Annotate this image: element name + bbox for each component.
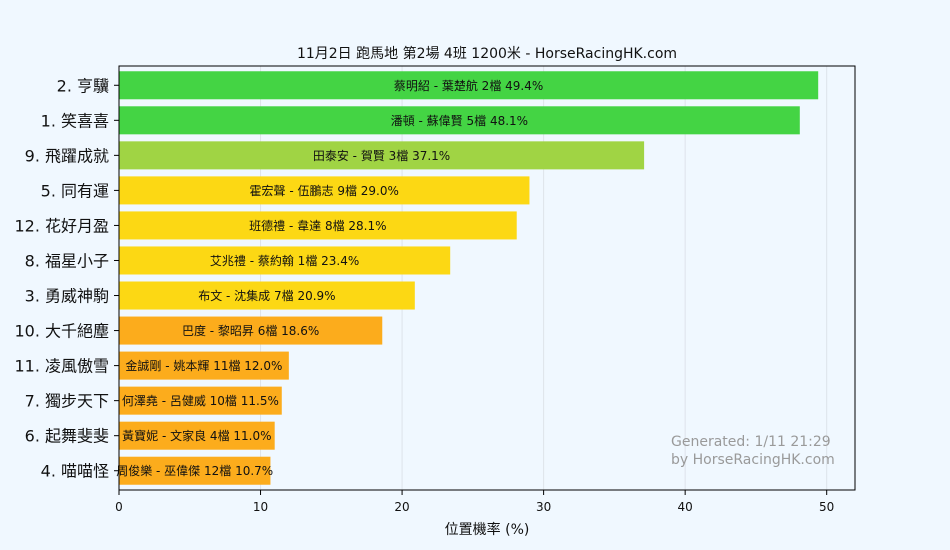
x-tick-label: 40	[678, 500, 693, 514]
generated-annotation: Generated: 1/11 21:29	[671, 434, 831, 450]
bar-label: 巴度 - 黎昭昇 6檔 18.6%	[182, 323, 319, 338]
bar	[119, 386, 282, 415]
y-category-label: 2. 亨驥	[57, 76, 109, 95]
bar-label: 田泰安 - 賀賢 3檔 37.1%	[313, 148, 450, 163]
bar	[119, 106, 800, 135]
y-category-label: 3. 勇威神駒	[25, 287, 109, 306]
bar-label: 潘頓 - 蘇偉賢 5檔 48.1%	[391, 114, 528, 128]
bar	[119, 316, 383, 345]
bar-label: 艾兆禮 - 蔡約翰 1檔 23.4%	[210, 253, 359, 268]
y-category-label: 9. 飛躍成就	[25, 146, 109, 165]
y-category-label: 12. 花好月盈	[14, 216, 109, 235]
bar	[119, 421, 275, 450]
bar	[119, 71, 819, 100]
x-tick-label: 30	[536, 500, 551, 514]
bar	[119, 176, 530, 205]
y-axis-labels: 2. 亨驥 1. 笑喜喜 9. 飛躍成就 5. 同有運 12. 花好月盈 8. 福星小子 3…	[14, 76, 119, 481]
x-axis-ticks: 0 10 20 30 40 50	[115, 490, 834, 514]
x-tick-label: 10	[253, 500, 268, 514]
x-tick-label: 20	[394, 500, 409, 514]
bar	[119, 141, 645, 170]
y-category-label: 4. 喵喵怪	[41, 462, 109, 481]
bar-label: 黃寶妮 - 文家良 4檔 11.0%	[122, 428, 271, 443]
bar-label: 班德禮 - 韋達 8檔 28.1%	[249, 218, 386, 233]
bar-label: 霍宏聲 - 伍鵬志 9檔 29.0%	[250, 183, 399, 198]
x-axis-title: 位置機率 (%)	[445, 521, 530, 538]
bar	[119, 351, 289, 380]
y-category-label: 6. 起舞斐斐	[25, 427, 109, 446]
y-category-label: 10. 大千絕塵	[14, 322, 109, 341]
bar-label: 周俊樂 - 巫偉傑 12檔 10.7%	[116, 463, 273, 478]
y-category-label: 5. 同有運	[41, 181, 109, 200]
y-category-label: 1. 笑喜喜	[41, 111, 109, 130]
plot-frame	[118, 65, 856, 491]
bar-label: 金誠剛 - 姚本輝 11檔 12.0%	[125, 358, 282, 373]
y-category-label: 8. 福星小子	[25, 251, 109, 270]
bar	[119, 246, 451, 275]
y-category-label: 7. 獨步天下	[25, 392, 109, 411]
bar-label: 布文 - 沈集成 7檔 20.9%	[198, 288, 335, 303]
bar	[119, 456, 271, 485]
x-tick-label: 0	[115, 500, 123, 514]
bar-series: 蔡明紹 - 葉楚航 2檔 49.4% 潘頓 - 蘇偉賢 5檔 48.1% 田泰安 -…	[116, 71, 819, 485]
chart-title: 11月2日 跑馬地 第2場 4班 1200米 - HorseRacingHK.c…	[297, 45, 677, 62]
bar	[119, 211, 517, 240]
y-category-label: 11. 凌風傲雪	[14, 357, 109, 376]
source-annotation: by HorseRacingHK.com	[671, 452, 835, 468]
bar-label: 蔡明紹 - 葉楚航 2檔 49.4%	[394, 78, 543, 93]
bar-label: 何澤堯 - 呂健威 10檔 11.5%	[122, 394, 279, 408]
x-tick-label: 50	[819, 500, 834, 514]
bar	[119, 281, 415, 310]
